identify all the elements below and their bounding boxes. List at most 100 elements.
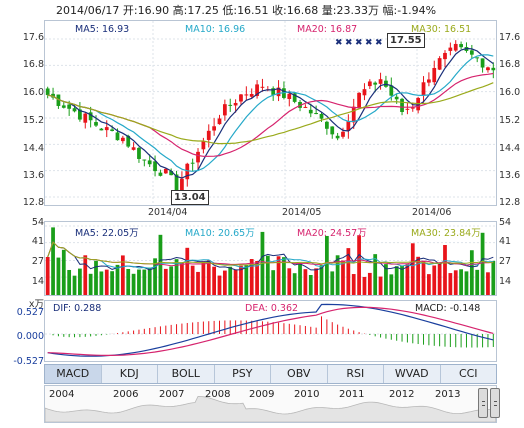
- tab-wvad[interactable]: WVAD: [384, 365, 441, 383]
- candle-body: [233, 102, 238, 106]
- candle-body: [78, 109, 82, 120]
- tab-boll[interactable]: BOLL: [158, 365, 215, 383]
- volume-bar: [233, 269, 238, 295]
- tab-cci[interactable]: CCI: [458, 367, 478, 380]
- volume-bar: [212, 266, 217, 295]
- timeline-left-handle[interactable]: [478, 388, 488, 418]
- tab-obv[interactable]: OBV: [271, 365, 328, 383]
- volume-bar: [405, 264, 410, 295]
- timeline-year-2012: 2012: [389, 389, 415, 400]
- volume-panel[interactable]: MA5: 22.05万 MA10: 20.65万 MA20: 24.57万 MA…: [44, 221, 497, 296]
- volume-bar: [486, 272, 490, 295]
- timeline-year-2011: 2011: [339, 389, 365, 400]
- candle-body: [126, 135, 131, 147]
- price-ytick-left-5: 13.6: [22, 170, 44, 181]
- volume-bar: [459, 269, 463, 295]
- candle-body: [292, 93, 297, 102]
- price-ytick-left-1: 16.8: [22, 59, 44, 70]
- vol-ytick-left-2: 27: [31, 256, 44, 267]
- volume-bar: [389, 274, 394, 295]
- macd-ytick-left-1: 0.000: [16, 331, 44, 342]
- candle-body: [330, 126, 335, 135]
- timeline-year-2013: 2013: [435, 389, 461, 400]
- volume-bar: [158, 234, 163, 295]
- macd-dea-line: [47, 306, 494, 356]
- volume-label: 量:: [321, 4, 337, 17]
- candle-body: [448, 47, 453, 51]
- price-ma30: MA30: 16.51: [411, 24, 472, 35]
- volume-bar: [45, 257, 50, 295]
- price-ma-line: [47, 82, 494, 145]
- volume-bar: [131, 273, 136, 295]
- price-ytick-right-5: 13.6: [499, 170, 521, 181]
- volume-bar: [335, 255, 340, 295]
- candle-body: [453, 43, 458, 51]
- volume-bar: [319, 265, 324, 295]
- price-ytick-right-2: 16.0: [499, 87, 521, 98]
- candle-body: [260, 86, 265, 88]
- timeline-navigator[interactable]: 2004 2006 2007 2008 2009 2010 2011 2012 …: [44, 385, 497, 423]
- price-ma5: MA5: 16.93: [75, 24, 130, 35]
- change-value: -1.94%: [397, 4, 437, 17]
- candle-body: [427, 79, 431, 83]
- tab-psy[interactable]: PSY: [215, 365, 271, 383]
- candle-body: [212, 126, 217, 131]
- volume-bar: [292, 273, 297, 295]
- macd-dif: DIF: 0.288: [53, 303, 102, 314]
- volume-chart-svg: [45, 225, 496, 295]
- open-value: 16.90: [137, 4, 170, 17]
- low-value: 16.51: [237, 4, 269, 17]
- volume-ma20: MA20: 24.57万: [297, 228, 367, 239]
- volume-bar: [287, 268, 292, 295]
- volume-bar: [351, 274, 356, 295]
- macd-panel[interactable]: DIF: 0.288 DEA: 0.362 MACD: -0.148: [44, 300, 497, 362]
- macd-ytick-left-2: -0.527: [13, 356, 44, 367]
- timeline-right-handle[interactable]: [490, 388, 500, 418]
- candle-body: [249, 94, 254, 97]
- tab-macd[interactable]: MACD: [45, 365, 102, 383]
- volume-ma5: MA5: 22.05万: [75, 228, 139, 239]
- volume-bar: [255, 260, 259, 295]
- quote-date: 2014/06/17: [56, 4, 120, 17]
- tab-rsi[interactable]: RSI: [328, 365, 384, 383]
- candle-body: [319, 113, 324, 119]
- candle-body: [169, 170, 174, 176]
- signal-marker: ✖: [345, 38, 353, 48]
- price-xtick-2: 2014/06: [412, 207, 452, 218]
- volume-bar: [276, 256, 281, 295]
- candle-body: [432, 67, 437, 83]
- volume-bar: [249, 259, 254, 295]
- volume-bar: [400, 265, 404, 295]
- candle-body: [486, 67, 490, 71]
- tab-kdj[interactable]: KDJ: [102, 365, 158, 383]
- volume-bar: [367, 272, 372, 295]
- macd-ytick-left-0: 0.527: [16, 307, 44, 318]
- candle-body: [346, 121, 351, 131]
- high-value: 17.25: [187, 4, 219, 17]
- price-panel[interactable]: ✖ ✖ ✖ ✖ ✖ MA5: 16.93 MA10: 16.96 MA20: 16.87…: [44, 20, 497, 206]
- candle-body: [94, 122, 98, 126]
- candle-body: [324, 121, 329, 129]
- signal-marker: ✖: [355, 38, 363, 48]
- volume-bar: [464, 271, 469, 295]
- price-ma10: MA10: 16.96: [185, 24, 246, 35]
- volume-ma-line: [47, 241, 494, 266]
- candle-body: [421, 82, 426, 96]
- open-label: 开:: [122, 4, 138, 17]
- candle-body: [163, 168, 168, 174]
- volume-bar: [282, 257, 286, 295]
- volume-bar: [185, 247, 190, 295]
- volume-bar: [228, 266, 233, 295]
- candle-body: [142, 159, 147, 161]
- indicator-tabs: MACD KDJ BOLL PSY OBV RSI WVAD CCI: [44, 364, 497, 384]
- vol-ytick-left-3: 14: [31, 276, 44, 287]
- candle-body: [308, 109, 313, 114]
- volume-bar: [453, 270, 458, 295]
- volume-bar: [341, 260, 345, 295]
- signal-marker: ✖: [335, 38, 343, 48]
- candle-body: [45, 88, 50, 96]
- macd-dif-line: [47, 303, 494, 357]
- volume-bar: [190, 265, 195, 295]
- price-xtick-1: 2014/05: [282, 207, 322, 218]
- volume-bar: [443, 245, 447, 295]
